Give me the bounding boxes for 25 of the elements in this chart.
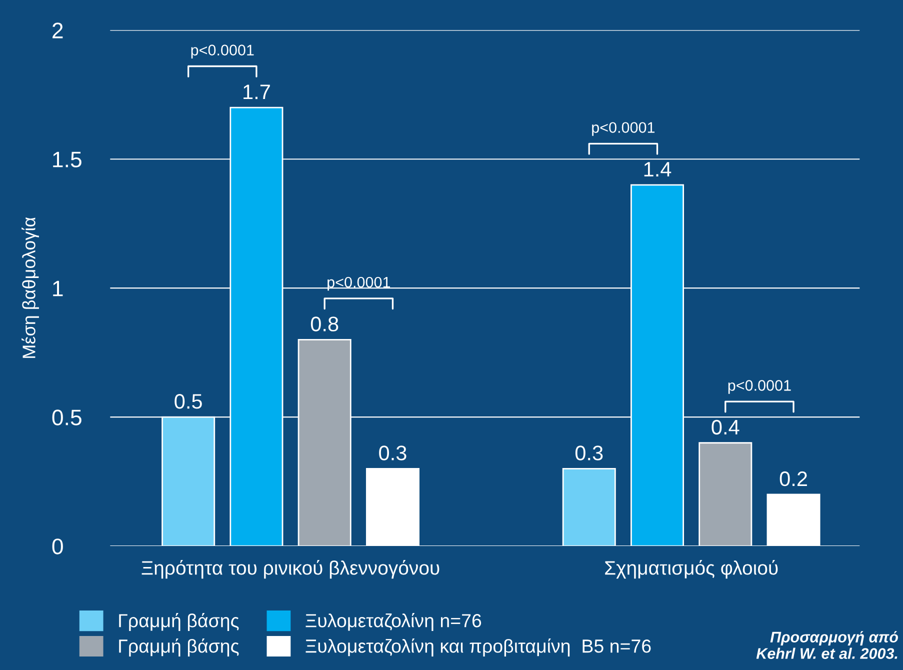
data-label: 0.8 [310, 316, 338, 332]
y-tick-label: 0.5 [52, 410, 82, 426]
data-label: 0.3 [575, 446, 603, 460]
annotation: p<0.0001 [728, 380, 791, 394]
legend-label: Ξυλομεταζολίνη και προβιταμίνη B5 n=76 [306, 638, 651, 656]
annotation: p<0.0001 [328, 276, 390, 291]
legend-label: Γραμμή βάσης [119, 613, 239, 632]
data-label: 1.4 [644, 162, 672, 176]
y-tick-label: 0 [52, 538, 63, 554]
y-tick-label: 2 [52, 22, 63, 38]
y-tick-label: 1.5 [53, 152, 82, 168]
x-tick-label: Σχηματισμός φλοιού [605, 560, 778, 579]
data-label: 0.3 [379, 446, 406, 460]
legend-label: Γραμμή βάσης [119, 638, 239, 656]
x-tick-label: Ξηρότητα του ρινικού βλεννογόνου [142, 560, 440, 579]
legend-label: Ξυλομεταζολίνη n=76 [306, 613, 482, 632]
annotation: p<0.0001 [592, 122, 655, 136]
annotation: p<0.0001 [191, 44, 254, 59]
data-label: 0.2 [780, 471, 807, 486]
text: Προσαρμογή από Kehrl W. et al. 2003. [756, 631, 898, 659]
data-label: 1.7 [244, 84, 270, 100]
data-label: 0.5 [174, 394, 202, 409]
y-tick-label: 1 [53, 280, 63, 296]
y-axis-title: Μέση βαθμολογία [22, 217, 39, 358]
data-label: 0.4 [712, 420, 740, 435]
